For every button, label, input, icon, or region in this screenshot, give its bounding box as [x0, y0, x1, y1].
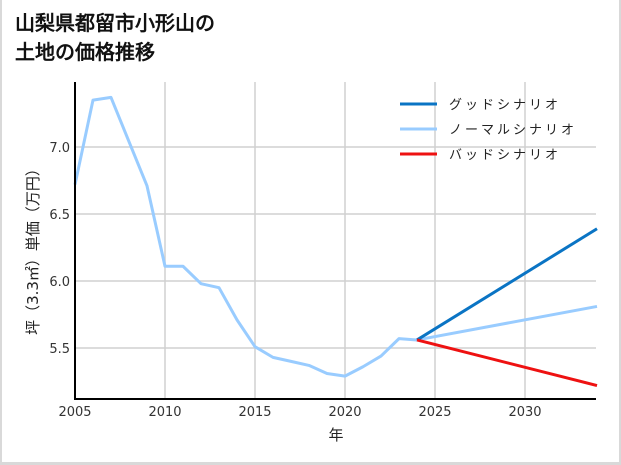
x-tick-label: 2020 — [328, 405, 361, 420]
y-tick-label: 6.5 — [49, 208, 70, 223]
axes — [74, 82, 596, 400]
x-tick-label: 2025 — [418, 405, 451, 420]
legend-label: バッドシナリオ — [449, 148, 561, 163]
title-line-1: 山梨県都留市小形山の — [15, 11, 215, 35]
x-tick-label: 2030 — [508, 405, 541, 420]
legend-label: ノーマルシナリオ — [449, 123, 577, 138]
series-line — [416, 338, 598, 387]
chart-title: 山梨県都留市小形山の 土地の価格推移 — [15, 9, 215, 67]
y-axis-label: 坪（3.3㎡）単価（万円） — [24, 161, 42, 335]
title-line-2: 土地の価格推移 — [15, 40, 155, 64]
grid-lines — [75, 82, 596, 399]
legend-label: グッドシナリオ — [449, 98, 561, 113]
series-line — [73, 95, 598, 378]
y-tick-label: 6.0 — [49, 275, 70, 290]
tick-labels: 2005 2010 2015 2020 2025 2030 5.5 6.0 6.5 7.0 — [49, 141, 541, 420]
y-tick-label: 7.0 — [49, 141, 70, 156]
data-series — [73, 95, 598, 387]
x-tick-label: 2005 — [58, 405, 91, 420]
x-tick-label: 2015 — [238, 405, 271, 420]
y-tick-label: 5.5 — [49, 342, 70, 357]
x-tick-label: 2010 — [148, 405, 181, 420]
series-line — [416, 227, 598, 342]
x-axis-label: 年 — [328, 426, 343, 444]
